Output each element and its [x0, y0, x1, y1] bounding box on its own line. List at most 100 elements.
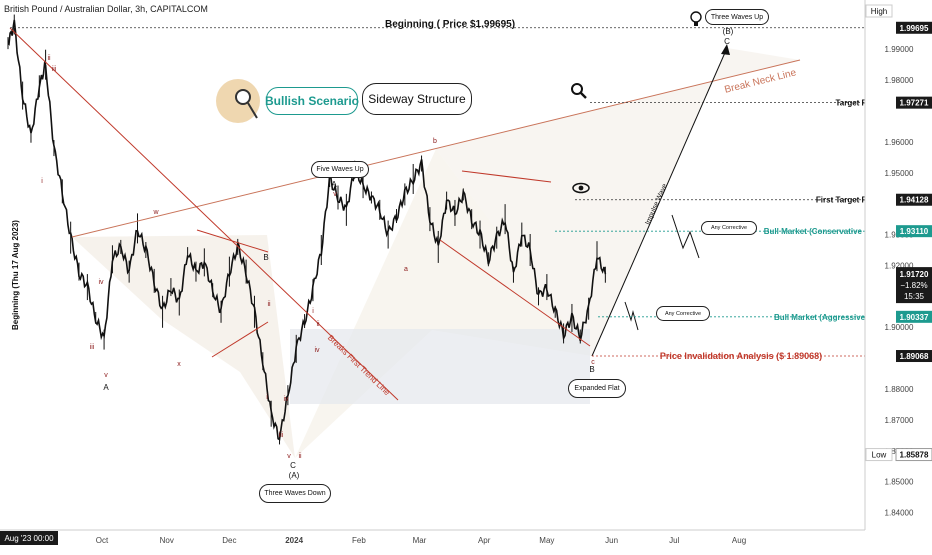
any-corrective-pill-2: Any Corrective: [656, 306, 710, 321]
current-price-text: 1.91720: [900, 270, 929, 279]
five-waves-up-label: Five Waves Up: [316, 166, 364, 173]
price-badge-text: 1.90337: [900, 313, 929, 322]
channel-top: [196, 229, 269, 253]
price-badge-text: 1.85878: [900, 451, 929, 460]
three-waves-down-pill: Three Waves Down: [259, 484, 331, 503]
sideway-triangle-left: [72, 235, 295, 458]
x-tick-label: Jul: [669, 536, 679, 545]
price-badge-text: 1.99695: [900, 24, 929, 33]
wave-label: w: [152, 209, 159, 216]
price-badge: [896, 310, 932, 323]
wave-label: (B): [723, 27, 734, 36]
high-tag: [865, 4, 893, 18]
y-tick-label: 1.85000: [885, 478, 914, 487]
eye-pupil: [578, 185, 584, 191]
wave-label: b: [433, 138, 437, 145]
wave-label: i: [266, 394, 268, 401]
break-neck-line: [71, 59, 801, 238]
bullish-scenario-label: Bullish Scenario: [264, 94, 360, 108]
price-badge-text: 1.89068: [900, 352, 929, 361]
wave-label: iv: [98, 279, 104, 286]
wave-label: i: [312, 308, 314, 315]
bullish-scenario-pill[interactable]: Bullish Scenario: [264, 87, 360, 115]
lightbulb-base: [694, 22, 698, 26]
price-badge: [896, 225, 932, 238]
impulse-arrow: [591, 47, 728, 357]
current-price-badge: [896, 267, 932, 304]
wedge-bottom: [439, 239, 591, 347]
x-tick-label: Jun: [605, 536, 618, 545]
channel-bottom: [211, 321, 269, 358]
impulse-arrow-head: [721, 44, 730, 55]
any-corrective-label-2: Any Corrective: [664, 310, 702, 317]
any-corrective-label-1: Any Corrective: [710, 225, 748, 231]
current-price-countdown: 15:35: [904, 292, 925, 301]
avatar-monocle: [235, 89, 251, 105]
y-tick-label: 1.98000: [885, 76, 914, 85]
expanded-flat-label: Expanded Flat: [574, 385, 620, 392]
wave-label: v: [104, 372, 108, 379]
annotation-lines: [9, 27, 865, 401]
wave-label: C: [724, 37, 730, 46]
beginning-text: Beginning ( Price $1.99695): [385, 19, 515, 30]
corrective-zigzag-2: [624, 301, 639, 331]
three-waves-down-label: Three Waves Down: [264, 490, 326, 497]
sideway-structure-label: Sideway Structure: [368, 92, 466, 106]
price-badge: [896, 21, 932, 34]
x-tick-label: Feb: [352, 536, 366, 545]
expanded-flat-pill: Expanded Flat: [568, 379, 626, 398]
symbol-title: British Pound / Australian Dollar, 3h, C…: [4, 4, 208, 14]
x-tick-label: May: [539, 536, 554, 545]
y-tick-label: 1.92000: [885, 261, 914, 270]
wedge-top: [461, 170, 552, 183]
sideway-structure-pill[interactable]: Sideway Structure: [362, 83, 472, 115]
wave-label: iii: [279, 432, 284, 439]
y-tick-label: 1.84000: [885, 509, 914, 518]
wave-label: iii: [52, 66, 57, 73]
wave-label: B: [589, 365, 594, 374]
y-tick-label: 1.90000: [885, 323, 914, 332]
current-price-change: −1.82%: [900, 281, 927, 290]
y-tick-label: 1.95000: [885, 169, 914, 178]
wave-label: c: [591, 359, 595, 366]
magnifier-icon: [571, 83, 583, 95]
low-tag: [865, 448, 893, 462]
drawing-layer: [72, 48, 800, 458]
high-tag-text: High: [871, 7, 887, 16]
wave-label: v: [333, 191, 337, 198]
wave-label: iii: [90, 344, 95, 351]
wave-label: ii: [267, 301, 271, 308]
three-waves-up-pill: Three Waves Up: [705, 9, 769, 25]
any-corrective-pill-1: Any Corrective: [701, 221, 757, 235]
y-tick-label: 1.88000: [885, 385, 914, 394]
y-tick-label: 1.96000: [885, 138, 914, 147]
wave-label: (A): [289, 471, 300, 480]
wave-label: ii: [298, 453, 302, 460]
price-badge-text: 1.94128: [900, 196, 929, 205]
corrective-zigzag-1: [671, 214, 700, 259]
target-range-text: Target Range: [835, 99, 886, 108]
y-tick-label: 1.99000: [885, 45, 914, 54]
time-corner-badge: [0, 531, 58, 545]
wave-label: a: [404, 266, 408, 273]
x-tick-label: 2024: [285, 536, 303, 545]
x-tick-label: Apr: [478, 536, 491, 545]
wave-label: A: [331, 180, 337, 189]
y-tick-label: 1.87000: [885, 416, 914, 425]
wave-label: C: [290, 461, 296, 470]
wave-label: A: [103, 383, 109, 392]
five-waves-up-pill: Five Waves Up: [311, 161, 369, 178]
first-target-range-text: First Target Range: [816, 196, 887, 205]
wave-label: ii: [47, 55, 51, 62]
x-tick-label: Mar: [413, 536, 427, 545]
avatar-monocle-handle: [247, 102, 258, 119]
three-waves-up-label: Three Waves Up: [710, 13, 764, 21]
beginning-vertical-text: Beginning (Thu 17 Aug 2023): [11, 220, 20, 330]
x-tick-label: Aug: [732, 536, 746, 545]
lightbulb-icon: [690, 11, 702, 23]
eye-icon: [572, 182, 590, 194]
expanded-flat-box: [290, 329, 590, 404]
